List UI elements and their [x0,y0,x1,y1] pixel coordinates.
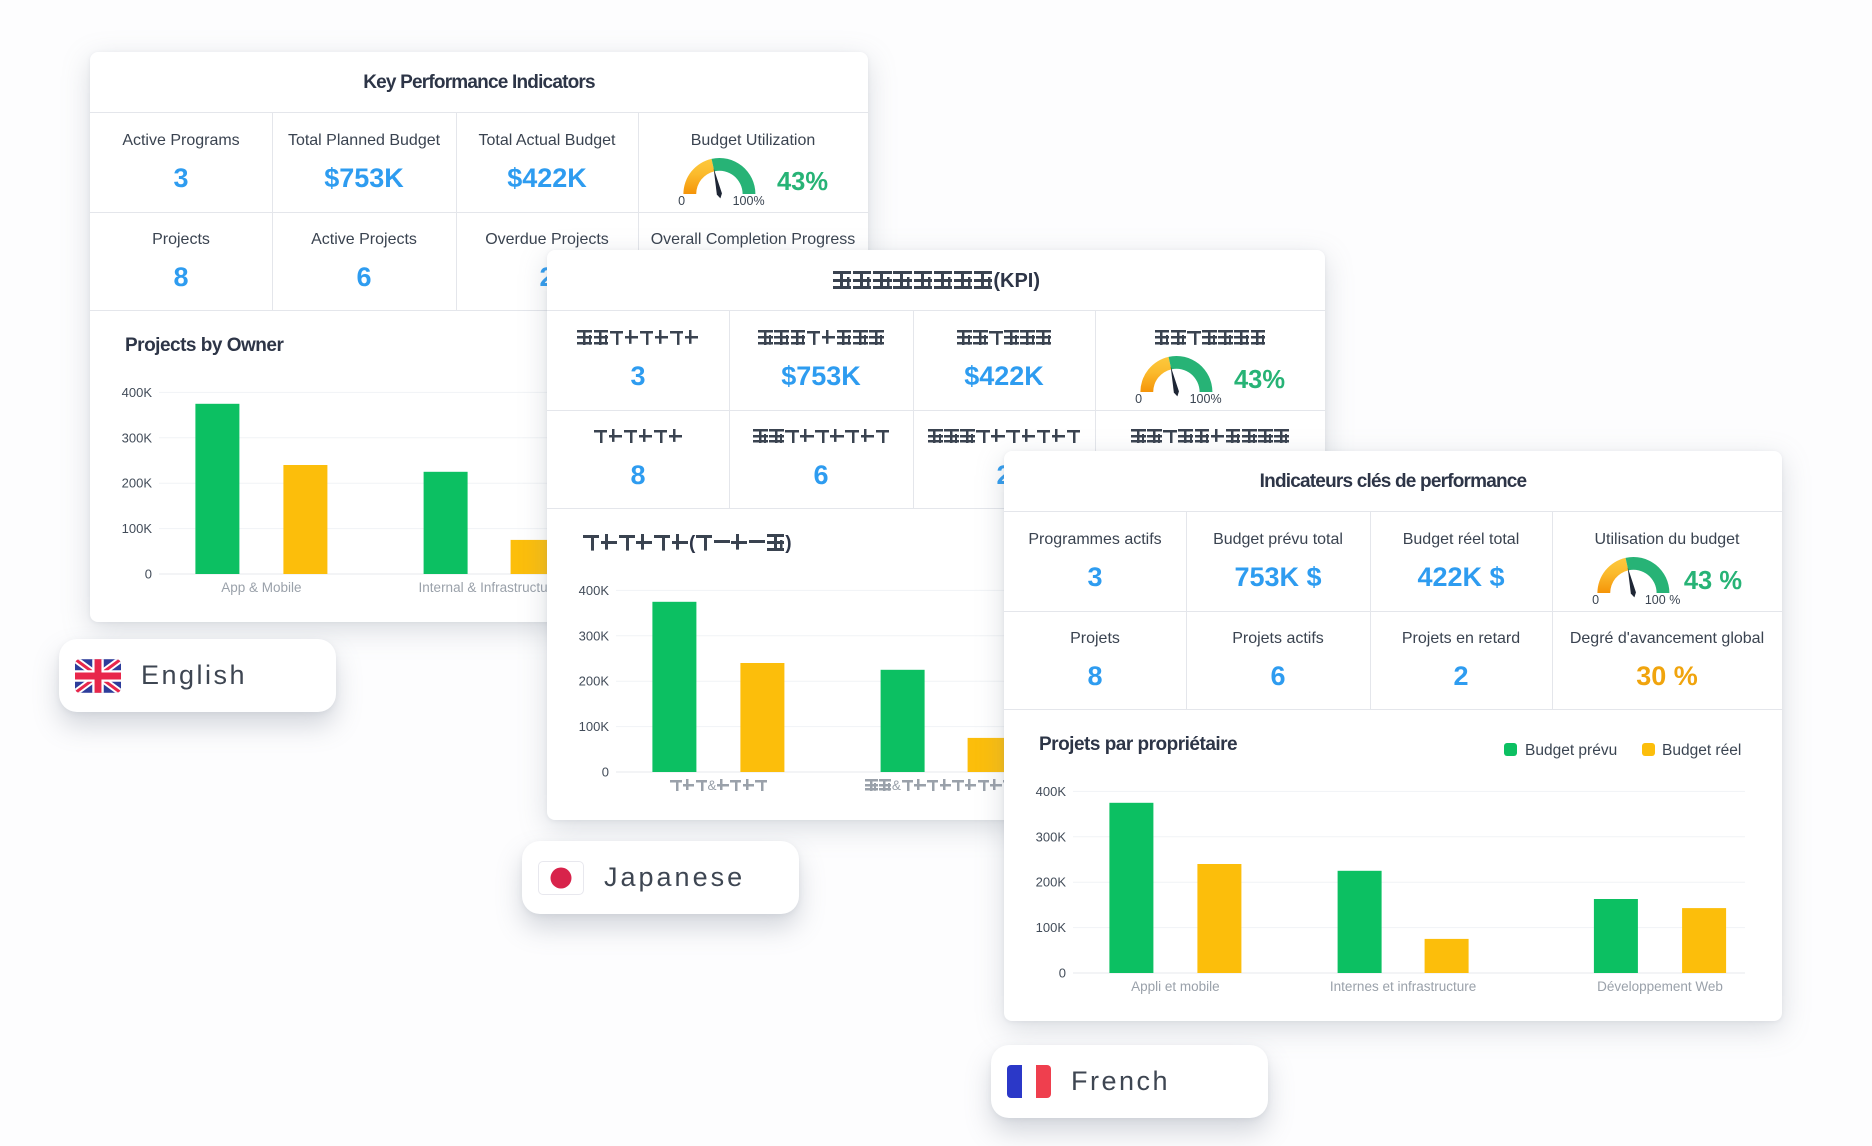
svg-text:100 %: 100 % [1645,593,1680,607]
svg-text:400K: 400K [1036,784,1067,799]
svg-text:100%: 100% [733,194,765,208]
svg-text:0: 0 [1059,966,1066,981]
svg-text:100K: 100K [1036,920,1067,935]
svg-text:43%: 43% [1234,366,1285,394]
svg-text:400K: 400K [122,385,153,400]
svg-text:100K: 100K [579,719,610,734]
svg-text:200K: 200K [122,476,153,491]
svg-text:300K: 300K [579,628,610,643]
svg-text:0: 0 [602,765,609,780]
svg-text:0: 0 [1135,392,1142,406]
svg-text:43%: 43% [777,168,828,196]
svg-text:0: 0 [1592,593,1599,607]
svg-text:200K: 200K [1036,875,1067,890]
svg-text:43 %: 43 % [1684,567,1742,595]
svg-text:0: 0 [145,567,152,582]
svg-text:200K: 200K [579,674,610,689]
svg-text:300K: 300K [122,430,153,445]
svg-text:100%: 100% [1190,392,1222,406]
svg-text:400K: 400K [579,583,610,598]
svg-text:0: 0 [678,194,685,208]
svg-text:300K: 300K [1036,829,1067,844]
svg-text:100K: 100K [122,521,153,536]
